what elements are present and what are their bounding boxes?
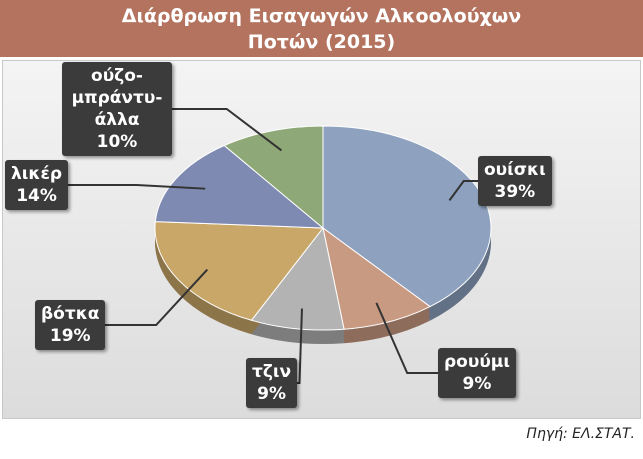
leader-line bbox=[105, 268, 209, 326]
category-label: ούζο-μπράντυ-άλλα bbox=[71, 66, 163, 130]
data-label: ούζο-μπράντυ-άλλα 10% bbox=[62, 62, 172, 156]
data-label: τζιν 9% bbox=[246, 358, 298, 408]
leader-line bbox=[172, 108, 283, 152]
leader-line bbox=[68, 184, 206, 190]
category-label: ουίσκι bbox=[484, 160, 546, 180]
slice bbox=[223, 125, 324, 230]
chart-title: Διάρθρωση Εισαγωγών Αλκοολούχων Ποτών (2… bbox=[0, 0, 643, 57]
value-label: 39% bbox=[494, 182, 536, 202]
slice bbox=[154, 144, 325, 229]
value-label: 9% bbox=[462, 374, 492, 394]
value-label: 14% bbox=[16, 186, 57, 206]
data-label: ουίσκι 39% bbox=[478, 156, 552, 206]
data-label: ρουύμι 9% bbox=[438, 348, 516, 398]
category-label: βότκα bbox=[41, 304, 100, 324]
value-label: 9% bbox=[257, 384, 286, 404]
value-label: 19% bbox=[49, 326, 91, 346]
slice bbox=[322, 226, 432, 330]
category-label: τζιν bbox=[252, 362, 292, 382]
value-label: 10% bbox=[96, 132, 138, 152]
category-label: λικέρ bbox=[11, 164, 63, 184]
slice bbox=[154, 221, 324, 321]
data-label: λικέρ 14% bbox=[5, 160, 69, 210]
category-label: ρουύμι bbox=[444, 352, 510, 372]
data-label: βότκα 19% bbox=[35, 300, 106, 350]
leader-line bbox=[448, 180, 478, 201]
slice bbox=[250, 226, 345, 331]
leader-line bbox=[375, 302, 438, 374]
leader-line bbox=[297, 308, 303, 384]
source: Πηγή: ΕΛ.ΣΤΑΤ. bbox=[526, 426, 635, 442]
